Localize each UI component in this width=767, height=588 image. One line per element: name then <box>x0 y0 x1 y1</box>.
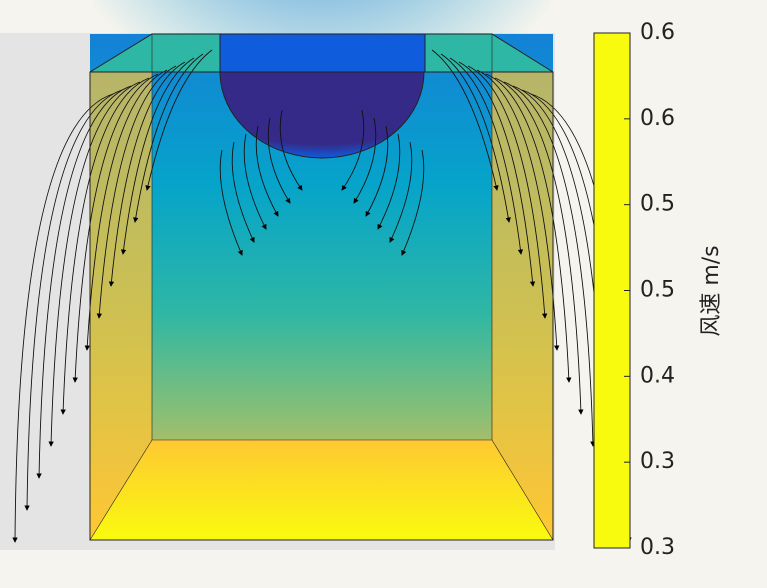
box-edges <box>89 33 554 541</box>
streamline <box>440 53 511 223</box>
colorbar-tick-label: 0.4 <box>640 363 675 388</box>
streamline <box>365 125 389 217</box>
streamline <box>48 81 141 447</box>
streamline <box>377 133 401 230</box>
floor-edge <box>491 439 554 541</box>
streamline <box>341 109 365 191</box>
streamline <box>243 133 267 230</box>
velocity-field <box>82 0 562 540</box>
streamline <box>219 149 243 256</box>
streamline <box>267 117 291 204</box>
streamline <box>467 65 548 319</box>
streamline <box>503 81 596 447</box>
colorbar-tick-label: 0.6 <box>640 20 675 45</box>
streamline <box>279 109 303 191</box>
streamline <box>120 57 195 255</box>
streamline <box>485 73 572 383</box>
streamline <box>12 93 114 543</box>
colorbar-label: 风速 m/s <box>699 245 724 336</box>
colorbar-tick-label: 0.6 <box>640 106 675 131</box>
colorbar-tick-label: 0.3 <box>640 535 675 560</box>
streamline <box>401 149 425 256</box>
floor-edge <box>89 439 153 541</box>
streamline <box>36 85 132 479</box>
back-edge <box>151 34 493 441</box>
streamline <box>133 53 204 223</box>
streamline <box>255 125 279 217</box>
streamline <box>84 69 168 351</box>
floor <box>90 440 553 540</box>
streamline <box>72 73 159 383</box>
streamline <box>145 49 213 191</box>
streamline <box>96 65 177 319</box>
streamline <box>231 141 255 243</box>
hemisphere-edge <box>219 71 425 159</box>
colorbar-tick-label: 0.5 <box>640 192 675 217</box>
inlet <box>220 34 425 72</box>
hemisphere <box>220 72 424 158</box>
colorbar-tick-label: 0.3 <box>640 449 675 474</box>
streamline <box>476 69 560 351</box>
streamline <box>431 49 499 191</box>
streamline <box>449 57 524 255</box>
streamline <box>24 89 123 511</box>
colorbar-tick-label: 0.5 <box>640 278 675 303</box>
streamline <box>389 141 413 243</box>
inlet-edge <box>219 33 426 73</box>
streamline <box>353 117 377 204</box>
streamline <box>494 77 584 415</box>
